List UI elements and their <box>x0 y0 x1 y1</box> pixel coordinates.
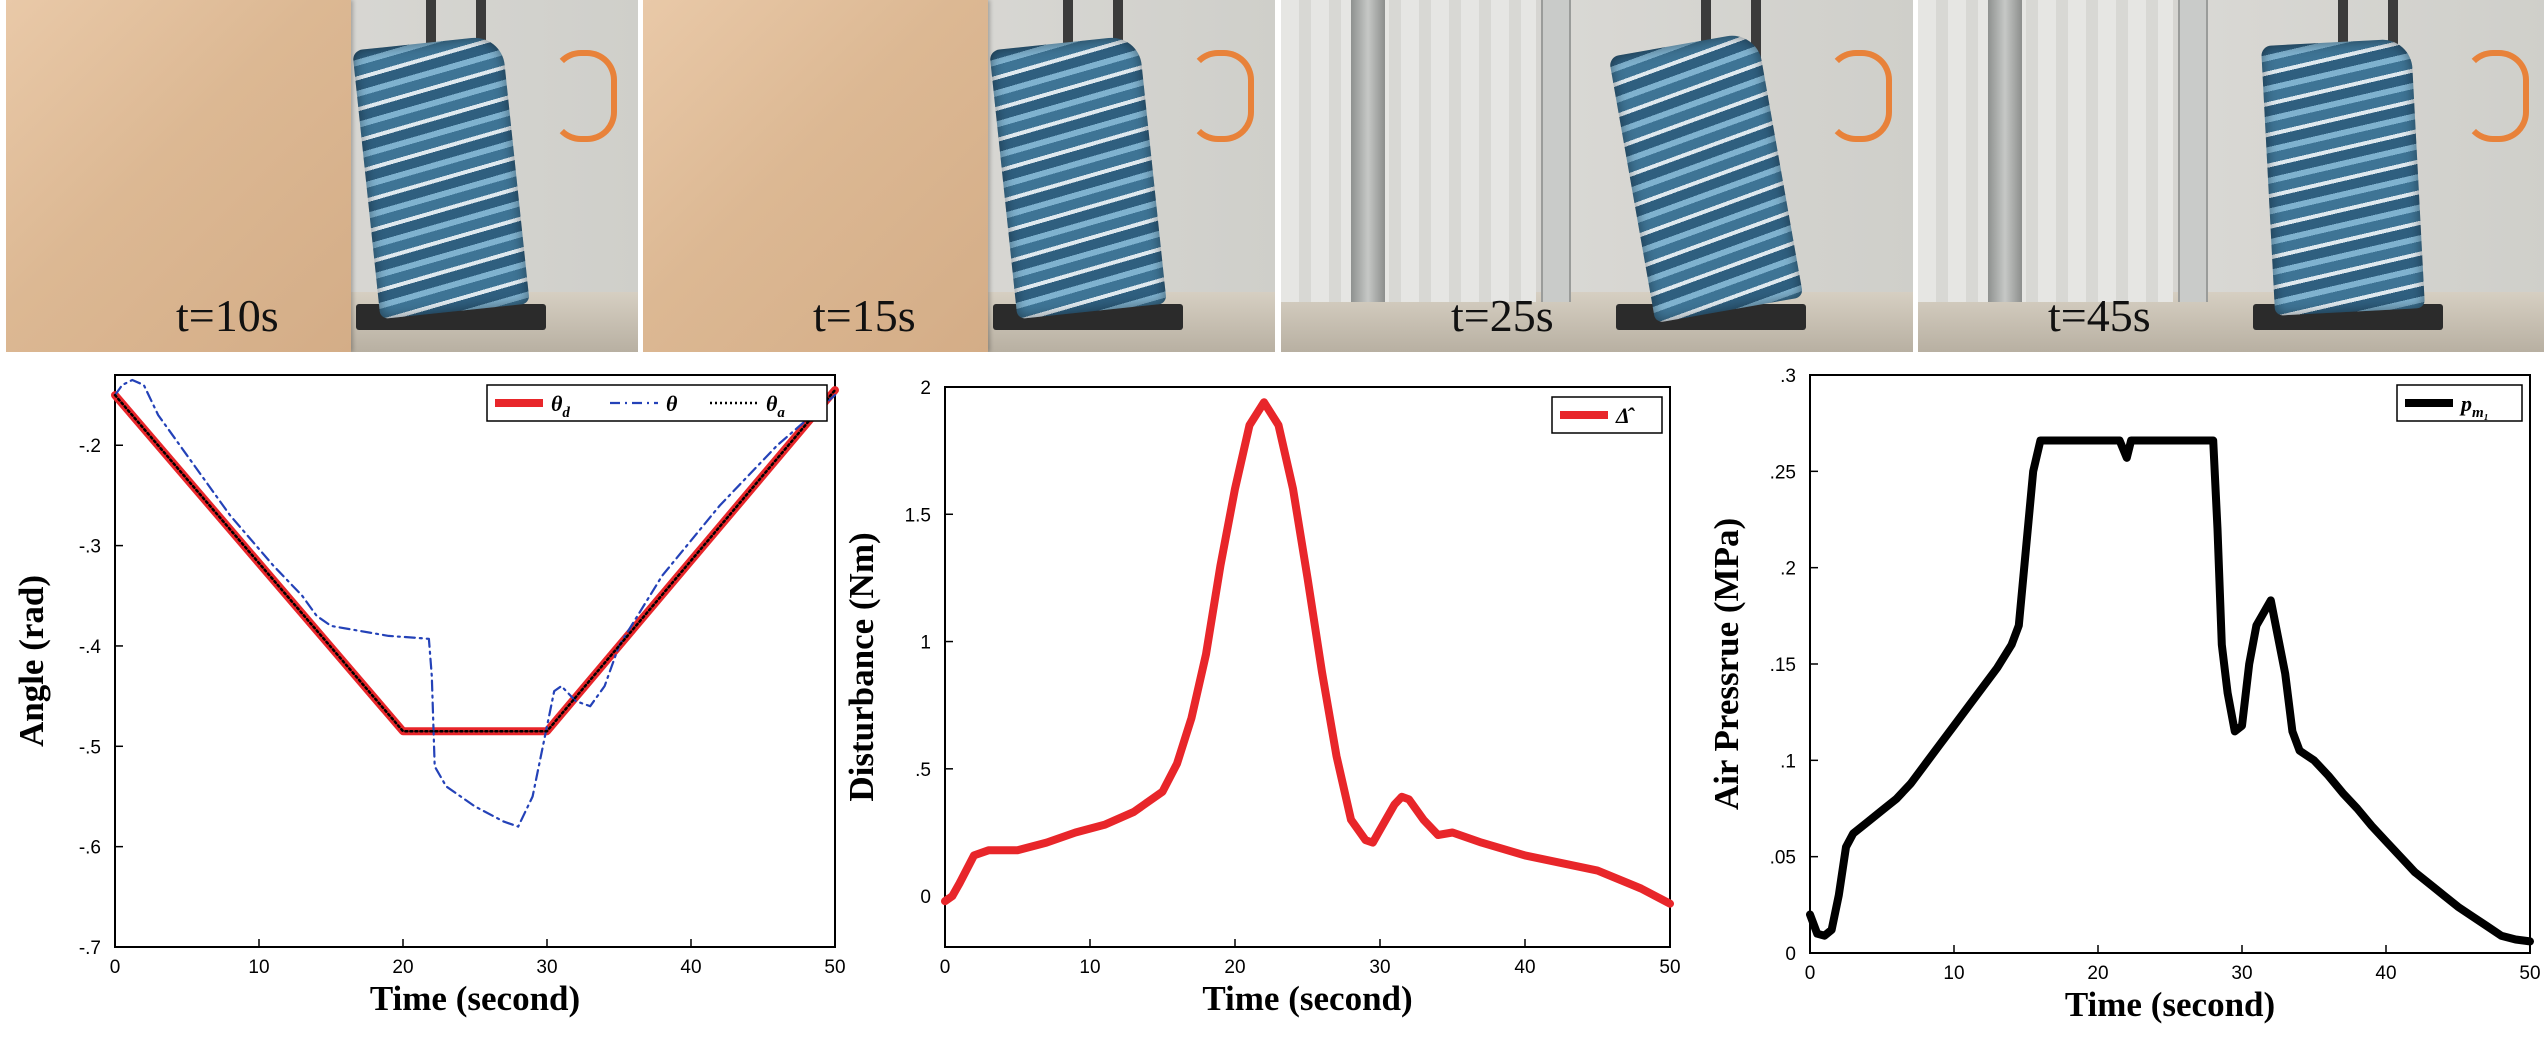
robot-photo <box>6 0 638 352</box>
legend-subscript: d <box>562 405 570 421</box>
x-axis-label: Time (second) <box>370 979 580 1018</box>
white-curtain <box>1918 0 2173 302</box>
legend-label: θ <box>666 391 678 416</box>
x-tick-label: 10 <box>248 957 269 978</box>
angle-chart: 0 10 20 30 40 50 -.7 -.6 -.5 -.4 -.3 -.2 Time (secon… <box>0 374 846 1052</box>
x-tick-label: 50 <box>1659 957 1680 978</box>
metal-rail <box>1988 0 2022 302</box>
y-tick-label: -.4 <box>79 637 102 658</box>
y-tick-label: -.3 <box>79 537 101 558</box>
y-tick-label: 1 <box>920 633 931 654</box>
plot-area <box>1809 374 2531 954</box>
legend-subscript: a <box>777 405 785 421</box>
y-axis-label: Disturbance (Nm) <box>842 532 881 801</box>
air-hose <box>1826 50 1892 142</box>
x-axis-label: Time (second) <box>1202 979 1412 1018</box>
series-line <box>113 388 837 733</box>
x-tick-label: 50 <box>824 957 845 978</box>
x-tick-label: 0 <box>110 957 121 978</box>
robot-photo <box>1281 0 1913 352</box>
robot-photo <box>1918 0 2544 352</box>
photo-caption: t=45s <box>2048 290 2151 341</box>
y-tick-label: 2 <box>920 378 931 399</box>
air-hose <box>2463 50 2529 142</box>
y-tick-label: .05 <box>1770 848 1796 869</box>
soft-robot-arm <box>989 34 1167 320</box>
y-tick-label: .3 <box>1780 366 1796 387</box>
y-tick-label: -.7 <box>79 938 101 959</box>
photo-frame-t25: t=25s <box>1281 0 1913 352</box>
photo-caption: t=10s <box>176 290 279 341</box>
y-axis-label: Air Pressrue (MPa) <box>1707 518 1746 810</box>
legend-subscript: m₁ <box>2472 405 2489 421</box>
y-tick-label: -.2 <box>79 436 101 457</box>
x-tick-label: 20 <box>2087 963 2108 984</box>
soft-robot-arm <box>2261 38 2425 316</box>
y-tick-label: -.5 <box>79 737 101 758</box>
metal-rail <box>1351 0 1385 302</box>
angle-chart-svg: 0 10 20 30 40 50 -.7 -.6 -.5 -.4 -.3 -.2 Time (secon… <box>12 374 846 1018</box>
y-axis-label: Angle (rad) <box>12 575 51 747</box>
y-tick-label: -.6 <box>79 838 101 859</box>
x-tick-label: 30 <box>2231 963 2252 984</box>
x-tick-label: 40 <box>680 957 701 978</box>
y-tick-label: .1 <box>1780 751 1796 772</box>
table-surface <box>1281 292 1913 352</box>
air-pressure-chart-svg: 0 10 20 30 40 50 0 .05 .1 .15 .2 .25 .3 Time (second)… <box>1707 366 2541 1024</box>
frame-bar <box>2178 0 2208 302</box>
photo-caption: t=15s <box>813 290 916 341</box>
photo-frame-t45: t=45s <box>1918 0 2544 352</box>
series-line <box>1806 436 2534 946</box>
x-tick-label: 40 <box>2375 963 2396 984</box>
disturbance-chart-svg: 0 10 20 30 40 50 0 .5 1 1.5 2 Time (second) Disturba… <box>842 378 1681 1018</box>
white-curtain <box>1281 0 1536 302</box>
y-tick-label: .5 <box>915 760 931 781</box>
y-tick-label: .25 <box>1770 462 1796 483</box>
x-axis-label: Time (second) <box>2065 985 2275 1024</box>
x-tick-label: 30 <box>1369 957 1390 978</box>
robot-photo <box>643 0 1275 352</box>
x-tick-label: 10 <box>1079 957 1100 978</box>
disturbance-chart: 0 10 20 30 40 50 0 .5 1 1.5 2 Time (second) Disturba… <box>842 375 1690 1052</box>
photo-frame-t15: t=15s <box>643 0 1275 352</box>
frame-bar <box>1541 0 1571 302</box>
x-tick-label: 20 <box>392 957 413 978</box>
x-tick-label: 0 <box>940 957 951 978</box>
soft-robot-arm <box>352 34 530 320</box>
series-line <box>941 398 1674 908</box>
air-pressure-chart: 0 10 20 30 40 50 0 .05 .1 .15 .2 .25 .3 Time (second)… <box>1690 366 2541 1052</box>
wooden-board <box>643 0 988 352</box>
x-tick-label: 40 <box>1514 957 1535 978</box>
wooden-board <box>6 0 351 352</box>
y-tick-label: .2 <box>1780 559 1796 580</box>
y-tick-label: 0 <box>920 887 931 908</box>
x-tick-label: 10 <box>1943 963 1964 984</box>
plot-area <box>944 386 1671 948</box>
x-tick-label: 30 <box>536 957 557 978</box>
y-tick-label: 0 <box>1785 944 1796 965</box>
y-tick-label: .15 <box>1770 655 1796 676</box>
x-tick-label: 20 <box>1224 957 1245 978</box>
air-hose <box>1188 50 1254 142</box>
y-tick-label: 1.5 <box>905 505 931 526</box>
air-hose <box>551 50 617 142</box>
x-tick-label: 50 <box>2519 963 2540 984</box>
x-tick-label: 0 <box>1805 963 1816 984</box>
photo-frame-t10: t=10s <box>6 0 638 352</box>
photo-caption: t=25s <box>1451 290 1554 341</box>
plot-area <box>114 374 836 948</box>
